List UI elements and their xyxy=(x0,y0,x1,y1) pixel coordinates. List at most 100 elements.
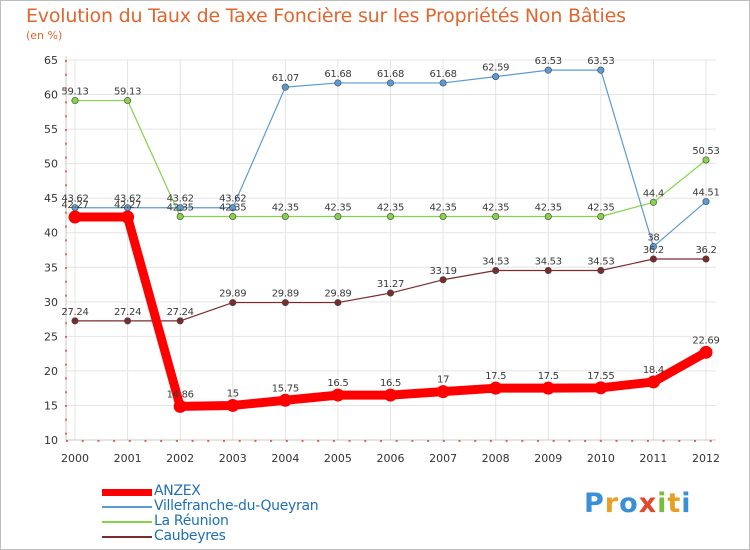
point-caubeyres xyxy=(71,317,79,325)
data-label-anzex: 42.27 xyxy=(61,200,88,211)
point-la-reunion xyxy=(334,212,342,220)
x-tick-label: 2001 xyxy=(114,452,142,465)
legend-swatch xyxy=(102,521,152,523)
proxiti-logo: Proxiti xyxy=(584,488,692,519)
data-label-villefranche-du-queyran: 61.07 xyxy=(272,73,299,84)
data-label-villefranche-du-queyran: 44.51 xyxy=(692,188,719,199)
data-label-villefranche-du-queyran: 38 xyxy=(647,233,659,244)
data-label-anzex: 17.55 xyxy=(587,371,614,382)
point-la-reunion xyxy=(492,212,500,220)
logo-letter: x xyxy=(638,488,658,519)
chart-unit-label: (en %) xyxy=(26,29,63,42)
y-tick-label: 40 xyxy=(44,227,58,240)
data-label-la-reunion: 42.35 xyxy=(219,202,246,213)
point-caubeyres xyxy=(124,317,132,325)
point-villefranche-du-queyran xyxy=(281,83,289,91)
x-tick-label: 2008 xyxy=(482,452,510,465)
point-la-reunion xyxy=(281,212,289,220)
data-label-caubeyres: 29.89 xyxy=(272,289,299,300)
point-la-reunion xyxy=(176,212,184,220)
data-label-caubeyres: 36.2 xyxy=(643,245,664,256)
point-anzex xyxy=(226,398,240,412)
data-label-caubeyres: 33.19 xyxy=(430,266,457,277)
legend-label: Villefranche-du-Queyran xyxy=(154,498,319,514)
point-caubeyres xyxy=(544,267,552,275)
point-villefranche-du-queyran xyxy=(492,73,500,81)
data-label-la-reunion: 59.13 xyxy=(61,87,88,98)
point-anzex xyxy=(541,381,555,395)
point-villefranche-du-queyran xyxy=(176,204,184,212)
data-label-la-reunion: 42.35 xyxy=(324,202,351,213)
point-caubeyres xyxy=(649,255,657,263)
data-label-anzex: 14.86 xyxy=(167,389,194,400)
series-lines xyxy=(68,66,713,413)
axes: 10 15 20 25 30 35 40 45 50 55 60 65 2000 2001 2002 2003… xyxy=(44,54,720,465)
y-tick-label: 35 xyxy=(44,261,58,274)
data-label-anzex: 16.5 xyxy=(327,378,348,389)
point-caubeyres xyxy=(386,289,394,297)
data-label-caubeyres: 29.89 xyxy=(219,289,246,300)
point-anzex xyxy=(594,381,608,395)
y-tick-label: 30 xyxy=(44,296,58,309)
point-anzex xyxy=(331,388,345,402)
data-label-villefranche-du-queyran: 61.68 xyxy=(324,69,351,80)
point-anzex xyxy=(489,381,503,395)
data-label-caubeyres: 27.24 xyxy=(114,307,141,318)
data-label-anzex: 16.5 xyxy=(380,378,401,389)
point-caubeyres xyxy=(439,276,447,284)
y-tick-label: 10 xyxy=(44,434,58,447)
data-label-anzex: 17.5 xyxy=(538,371,559,382)
point-villefranche-du-queyran xyxy=(229,204,237,212)
data-label-caubeyres: 36.2 xyxy=(695,245,716,256)
data-label-anzex: 15.75 xyxy=(272,383,299,394)
point-la-reunion xyxy=(439,212,447,220)
data-label-villefranche-du-queyran: 61.68 xyxy=(430,69,457,80)
legend-label: ANZEX xyxy=(154,483,201,499)
y-tick-label: 15 xyxy=(44,399,58,412)
x-tick-label: 2000 xyxy=(61,452,89,465)
y-tick-label: 65 xyxy=(44,54,58,67)
x-tick-label: 2010 xyxy=(587,452,615,465)
data-label-villefranche-du-queyran: 43.62 xyxy=(219,194,246,205)
x-tick-label: 2003 xyxy=(219,452,247,465)
logo-letter: t xyxy=(667,488,682,519)
logo-letter: P xyxy=(584,488,605,519)
data-label-caubeyres: 34.53 xyxy=(535,257,562,268)
data-label-villefranche-du-queyran: 61.68 xyxy=(377,69,404,80)
point-caubeyres xyxy=(334,299,342,307)
data-label-caubeyres: 34.53 xyxy=(482,257,509,268)
point-la-reunion xyxy=(702,156,710,164)
point-la-reunion xyxy=(124,97,132,105)
data-label-la-reunion: 42.35 xyxy=(535,202,562,213)
point-la-reunion xyxy=(386,212,394,220)
data-label-villefranche-du-queyran: 43.62 xyxy=(167,194,194,205)
point-anzex xyxy=(436,385,450,399)
y-tick-label: 25 xyxy=(44,330,58,343)
point-caubeyres xyxy=(702,255,710,263)
x-tick-label: 2004 xyxy=(271,452,299,465)
data-label-villefranche-du-queyran: 63.53 xyxy=(587,56,614,67)
y-tick-label: 55 xyxy=(44,123,58,136)
x-tick-label: 2005 xyxy=(324,452,352,465)
point-anzex xyxy=(278,393,292,407)
grid xyxy=(66,59,716,441)
x-tick-label: 2007 xyxy=(429,452,457,465)
data-label-la-reunion: 50.53 xyxy=(692,146,719,157)
point-villefranche-du-queyran xyxy=(439,79,447,87)
y-tick-label: 45 xyxy=(44,192,58,205)
point-anzex xyxy=(68,210,82,224)
point-anzex xyxy=(173,399,187,413)
legend-swatch xyxy=(102,488,152,496)
data-label-caubeyres: 29.89 xyxy=(324,289,351,300)
data-label-caubeyres: 31.27 xyxy=(377,279,404,290)
data-label-la-reunion: 59.13 xyxy=(114,87,141,98)
logo-letter: r xyxy=(604,488,620,519)
x-tick-label: 2012 xyxy=(692,452,720,465)
logo-letter: o xyxy=(619,488,639,519)
data-label-la-reunion: 42.35 xyxy=(482,202,509,213)
data-label-caubeyres: 27.24 xyxy=(61,307,88,318)
data-label-villefranche-du-queyran: 63.53 xyxy=(535,56,562,67)
point-villefranche-du-queyran xyxy=(702,198,710,206)
